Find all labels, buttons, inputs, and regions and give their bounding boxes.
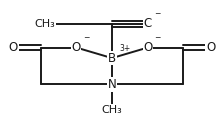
Text: 3+: 3+ xyxy=(119,44,130,53)
Text: CH₃: CH₃ xyxy=(102,105,122,115)
Text: C: C xyxy=(144,17,152,30)
Text: O: O xyxy=(143,41,153,54)
Text: O: O xyxy=(9,41,18,54)
Text: −: − xyxy=(83,33,89,42)
Text: CH₃: CH₃ xyxy=(34,19,55,29)
Text: N: N xyxy=(108,78,116,91)
Text: −: − xyxy=(155,10,161,18)
Text: O: O xyxy=(206,41,215,54)
Text: −: − xyxy=(155,33,161,42)
Text: O: O xyxy=(71,41,81,54)
Text: B: B xyxy=(108,52,116,65)
